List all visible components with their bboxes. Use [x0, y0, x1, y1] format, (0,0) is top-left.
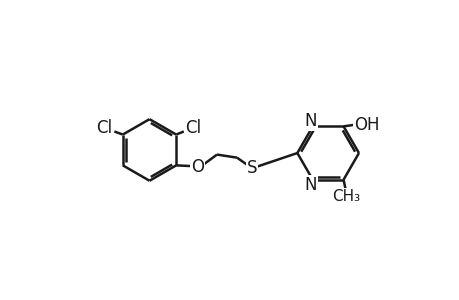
Text: O: O: [191, 158, 204, 176]
Text: S: S: [246, 159, 257, 177]
Text: N: N: [303, 112, 316, 130]
Text: Cl: Cl: [185, 119, 201, 137]
Text: N: N: [303, 176, 316, 194]
Text: OH: OH: [353, 116, 379, 134]
Text: Cl: Cl: [96, 119, 112, 137]
Text: CH₃: CH₃: [332, 189, 360, 204]
